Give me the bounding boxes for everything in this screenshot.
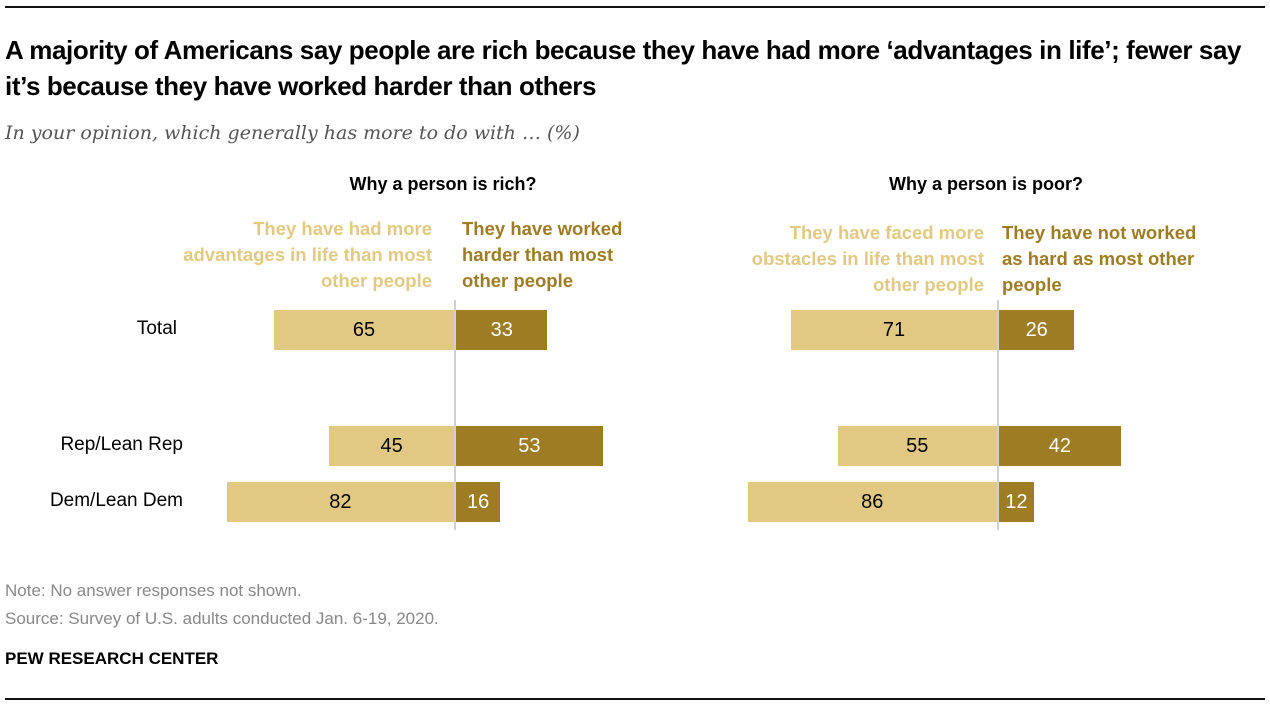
- bottom-rule: [5, 698, 1265, 700]
- bar-rich-dem-right: 16: [456, 482, 501, 522]
- source: Source: Survey of U.S. adults conducted …: [5, 609, 439, 628]
- chart-title: A majority of Americans say people are r…: [5, 35, 1242, 101]
- axis-line-rich: [454, 300, 456, 530]
- row-label-total: Total: [136, 318, 177, 339]
- data-label: 55: [906, 435, 929, 457]
- bar-rich-dem-left: 82: [226, 482, 454, 522]
- bar-rich-rep-right: 53: [456, 426, 603, 466]
- data-label: 65: [352, 319, 376, 341]
- row-label-rep: Rep/Lean Rep: [60, 434, 183, 455]
- note: Note: No answer responses not shown.: [5, 581, 302, 600]
- data-label: 53: [518, 435, 541, 457]
- legend-rich-worked-harder: They have worked harder than most other …: [462, 218, 623, 291]
- bar-poor-rep-left: 55: [837, 426, 997, 466]
- legend-rich-advantages: They have had more advantages in life th…: [183, 218, 432, 291]
- data-label: 16: [467, 491, 490, 513]
- bar-poor-rep-right: 42: [999, 426, 1121, 466]
- panel-title-poor: Why a person is poor?: [888, 174, 1084, 194]
- bar-rich-total-left: 65: [273, 310, 454, 350]
- legend-poor-not-worked: They have not worked as hard as most oth…: [1002, 222, 1197, 295]
- data-label: 45: [380, 435, 403, 457]
- data-label: 71: [882, 319, 906, 341]
- panel-title-rich: Why a person is rich?: [349, 174, 537, 194]
- bar-poor-total-right: 26: [999, 310, 1075, 350]
- bar-rich-total-right: 33: [456, 310, 548, 350]
- legend-poor-obstacles: They have faced more obstacles in life t…: [751, 222, 984, 295]
- brand-logo-text: PEW RESEARCH CENTER: [5, 649, 219, 668]
- chart-subtitle: In your opinion, which generally has mor…: [5, 122, 580, 144]
- bar-poor-dem-right: 12: [999, 482, 1034, 522]
- data-label: 33: [490, 319, 513, 341]
- axis-line-poor: [997, 300, 999, 530]
- data-label: 42: [1048, 435, 1072, 457]
- top-rule: [5, 6, 1265, 8]
- row-label-dem: Dem/Lean Dem: [49, 490, 183, 511]
- bar-poor-dem-left: 86: [747, 482, 997, 522]
- data-label: 12: [1005, 491, 1028, 513]
- data-label: 86: [861, 491, 884, 513]
- bar-poor-total-left: 71: [791, 310, 997, 350]
- bar-rich-rep-left: 45: [329, 426, 454, 466]
- data-label: 82: [329, 491, 352, 513]
- data-label: 26: [1025, 319, 1048, 341]
